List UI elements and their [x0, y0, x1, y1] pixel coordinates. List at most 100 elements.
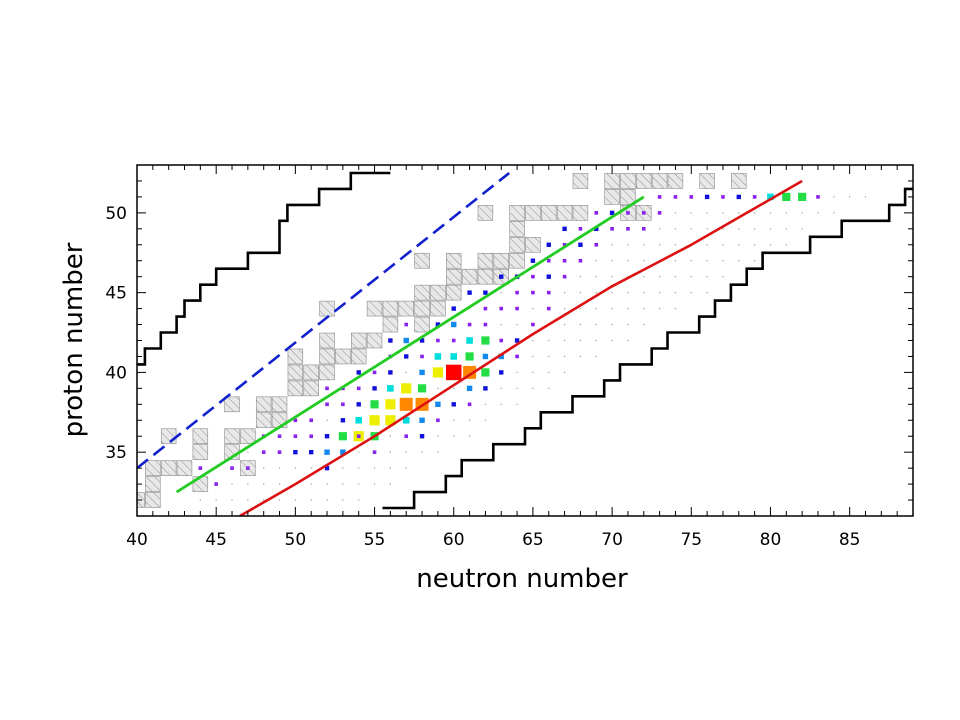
faint-dot [674, 244, 677, 246]
faint-dot [611, 339, 613, 342]
faint-dot [690, 292, 692, 294]
faint-dot [563, 355, 566, 358]
hatched-box-pattern [319, 301, 335, 317]
hatched-box-pattern [256, 412, 272, 428]
faint-dot [595, 260, 597, 262]
faint-dot [595, 355, 597, 358]
drip-line-right [382, 187, 913, 510]
faint-dot [754, 212, 756, 214]
hatched-box-pattern [430, 301, 446, 317]
hatched-box-pattern [287, 380, 303, 396]
faint-dot [659, 228, 661, 230]
hatched-box-pattern [319, 333, 335, 348]
faint-dot [627, 244, 629, 246]
nucleus-square [388, 370, 393, 375]
nucleus-square [530, 258, 536, 263]
faint-dot [627, 292, 629, 294]
faint-dot [754, 228, 756, 230]
faint-dot [611, 323, 613, 326]
nucleus-square [546, 290, 551, 295]
hatched-box-pattern [161, 460, 177, 476]
faint-dot [690, 276, 692, 278]
nucleus-square [641, 227, 646, 231]
faint-dot [468, 435, 471, 437]
hatched-box-pattern [446, 253, 462, 269]
nucleus-square [246, 466, 250, 470]
nucleus-square [578, 242, 583, 247]
nucleus-square [419, 369, 425, 376]
faint-dot [611, 276, 613, 278]
nucleus-square [419, 338, 425, 343]
faint-dot [247, 499, 249, 501]
nucleus-square [230, 466, 234, 470]
nucleus-square [214, 482, 218, 486]
nucleus-square [324, 465, 330, 471]
nucleus-square [436, 338, 440, 343]
hatched-box-pattern [351, 348, 367, 364]
hatched-box-pattern [145, 476, 161, 492]
nucleus-square [356, 402, 361, 407]
faint-dot [643, 276, 645, 278]
faint-dot [548, 355, 550, 358]
nucleus-square [293, 418, 298, 423]
nucleus-square [341, 402, 345, 407]
faint-dot [263, 467, 265, 469]
faint-dot [215, 499, 217, 501]
faint-dot [706, 292, 708, 294]
nucleus-square [451, 338, 456, 343]
faint-dot [785, 228, 787, 230]
faint-dot [643, 244, 645, 246]
faint-dot [833, 212, 835, 214]
nucleus-square [467, 290, 472, 295]
hatched-box-pattern [382, 301, 398, 317]
nucleus-square [356, 434, 361, 439]
ticks-layer: 40 45 50 55 60 65 70 75 80 85 35 40 45 50 [105, 164, 914, 550]
faint-dot [405, 371, 407, 374]
nucleus-square [515, 306, 519, 311]
hatched-box-pattern [477, 269, 493, 285]
faint-dot [706, 276, 708, 278]
faint-dot [358, 451, 360, 453]
nucleus-square [435, 322, 441, 327]
hatched-box-pattern [462, 269, 477, 285]
faint-dot [722, 276, 724, 278]
nucleus-square [338, 432, 347, 441]
nucleus-square [419, 434, 425, 439]
faint-dot [421, 451, 423, 453]
y-tick-label: 50 [105, 204, 127, 224]
faint-dot [674, 228, 677, 230]
faint-dot [263, 499, 265, 501]
faint-dot [484, 419, 487, 421]
faint-dot [785, 212, 787, 214]
faint-dot [532, 387, 534, 389]
faint-dot [563, 292, 566, 294]
nucleus-square [466, 337, 473, 344]
nucleus-square [404, 322, 409, 327]
hatched-box-pattern [446, 285, 462, 301]
faint-dot [706, 212, 708, 214]
hatched-box-pattern [509, 221, 525, 237]
nucleus-square [467, 402, 472, 407]
nucleus-square [626, 227, 630, 231]
nucleus-square [609, 210, 615, 216]
faint-dot [453, 435, 455, 437]
hatched-box-pattern [414, 253, 430, 269]
faint-dot [722, 212, 724, 214]
faint-dot [310, 467, 312, 469]
faint-dot [532, 355, 534, 358]
x-tick-label: 75 [680, 530, 702, 550]
faint-dot [706, 244, 708, 246]
nucleus-square [355, 416, 363, 424]
nucleus-square [782, 192, 791, 202]
nucleus-square [499, 274, 504, 279]
nucleus-square [562, 242, 567, 247]
hatched-box-pattern [335, 348, 351, 364]
hatched-box-pattern [620, 189, 636, 205]
red-line [239, 179, 803, 516]
nucleus-square [404, 434, 409, 439]
nucleus-square [403, 337, 409, 344]
faint-dot [674, 276, 677, 278]
faint-dot [437, 387, 439, 389]
drip-line-left [137, 171, 391, 366]
faint-dot [643, 260, 645, 262]
